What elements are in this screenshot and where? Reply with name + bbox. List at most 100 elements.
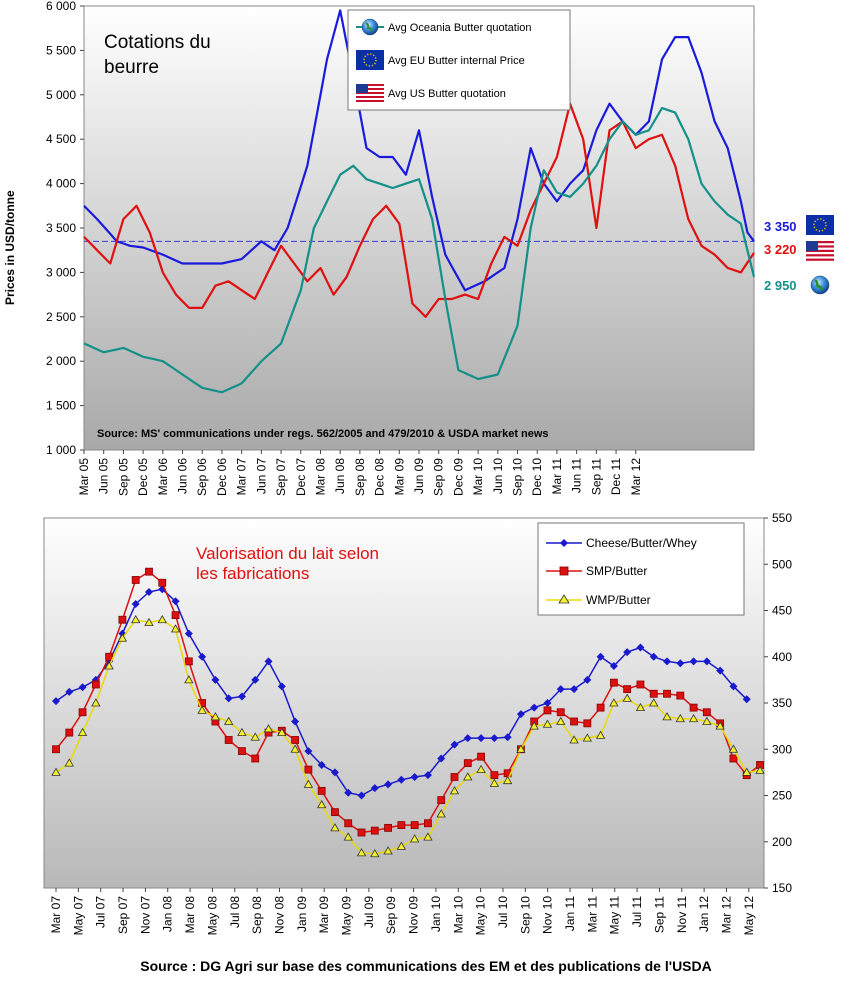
data-point <box>410 821 419 830</box>
data-point <box>570 685 579 694</box>
data-point <box>211 675 220 684</box>
x-tick-label: Sep 09 <box>432 458 446 496</box>
data-point <box>290 744 300 753</box>
data-point <box>476 764 486 773</box>
legend-label: WMP/Butter <box>586 593 651 607</box>
data-point <box>384 780 393 789</box>
data-point <box>569 735 579 744</box>
x-tick-label: Dec 05 <box>136 458 150 496</box>
data-point <box>277 727 287 736</box>
data-point <box>184 675 194 684</box>
data-point <box>117 633 128 642</box>
data-point <box>649 652 658 661</box>
data-point <box>64 758 74 767</box>
data-point <box>755 765 765 774</box>
data-point <box>184 657 193 666</box>
data-point <box>662 712 672 721</box>
chart1-legend: Avg Oceania Butter quotation Avg EU Butt… <box>347 9 571 111</box>
x-tick-label: Jan 10 <box>429 896 443 932</box>
chart1-title-line1: Cotations du <box>104 32 211 53</box>
x-tick-label: Jan 09 <box>295 896 309 932</box>
data-point <box>688 713 699 723</box>
data-point <box>477 734 486 743</box>
data-point <box>52 745 60 754</box>
data-point <box>463 734 472 743</box>
data-point <box>52 697 60 706</box>
data-point <box>304 765 313 774</box>
x-tick-label: Dec 06 <box>215 458 229 496</box>
y-tick-label: 4 000 <box>46 177 76 191</box>
y-tick-label: 400 <box>772 650 792 664</box>
x-tick-label: Jun 10 <box>491 458 505 494</box>
chart1-source: Source: MS' communications under regs. 5… <box>97 428 549 440</box>
data-point <box>424 819 432 828</box>
x-tick-label: May 10 <box>474 896 488 936</box>
data-point <box>623 648 632 657</box>
data-point <box>65 728 74 737</box>
legend-us: Avg US Butter quotation <box>356 84 506 102</box>
data-point <box>370 826 379 835</box>
chart1-series <box>83 9 756 394</box>
data-point <box>503 733 512 742</box>
end-label-value: 3 350 <box>764 219 797 234</box>
data-point <box>210 712 221 721</box>
data-point <box>370 848 380 858</box>
series-line-avg-eu-butter-internal-price <box>83 9 755 292</box>
data-point <box>689 703 698 712</box>
x-tick-label: Mar 07 <box>49 896 63 934</box>
x-tick-label: Dec 09 <box>451 458 465 496</box>
y-tick-label: 2 500 <box>46 310 76 324</box>
legend-label: Cheese/Butter/Whey <box>586 536 697 550</box>
data-point <box>78 683 87 692</box>
data-point <box>622 693 632 702</box>
data-point <box>530 703 539 712</box>
data-point <box>728 744 739 753</box>
data-point <box>317 786 326 795</box>
data-point <box>317 760 326 769</box>
x-tick-label: Mar 11 <box>550 458 564 495</box>
data-point <box>238 747 246 756</box>
data-point <box>383 846 393 855</box>
data-point <box>623 685 632 694</box>
data-point <box>556 716 566 725</box>
data-point <box>131 614 141 624</box>
data-point <box>663 689 671 698</box>
chart2-title-line2: les fabrications <box>196 564 309 583</box>
data-point <box>277 682 286 691</box>
data-point <box>184 629 193 638</box>
data-point <box>343 832 353 841</box>
x-tick-label: Sep 10 <box>511 458 525 496</box>
us-flag-icon <box>806 241 834 261</box>
data-point <box>609 662 618 670</box>
data-point <box>370 784 379 793</box>
legend-label: SMP/Butter <box>586 564 647 578</box>
data-point <box>516 744 526 753</box>
us-flag-icon <box>356 84 384 102</box>
data-point <box>583 675 592 684</box>
y-tick-label: 3 500 <box>46 221 76 235</box>
data-point <box>450 773 459 781</box>
x-tick-label: Sep 07 <box>116 896 130 934</box>
chart2-legend: Cheese/Butter/Whey SMP/Butter WMP/Butter <box>537 522 745 616</box>
end-label-us: 3 220 <box>764 241 834 261</box>
x-tick-label: Sep 06 <box>195 458 209 496</box>
data-point <box>251 754 260 763</box>
milk-valorisation-chart: 150 200 250 300 350 400 450 500 550 Mar 07 May 07 J… <box>43 511 792 936</box>
chart1-axes: 1 000 1 500 2 000 2 500 3 000 3 500 4 000 4 500… <box>46 0 643 496</box>
data-point <box>729 682 738 691</box>
x-tick-label: Jan 11 <box>563 896 577 931</box>
data-point <box>77 727 88 736</box>
data-point <box>410 773 419 781</box>
data-point <box>357 828 366 837</box>
data-point <box>145 567 153 576</box>
x-tick-label: Mar 08 <box>313 458 327 496</box>
x-tick-label: Jul 08 <box>228 896 242 928</box>
legend-label: Avg Oceania Butter quotation <box>388 22 532 34</box>
data-point <box>609 678 618 687</box>
data-point <box>291 717 300 726</box>
end-label-value: 3 220 <box>764 242 797 257</box>
data-point <box>171 597 180 606</box>
data-point <box>702 716 712 725</box>
y-tick-label: 450 <box>772 604 792 618</box>
x-tick-label: Mar 10 <box>451 896 465 934</box>
